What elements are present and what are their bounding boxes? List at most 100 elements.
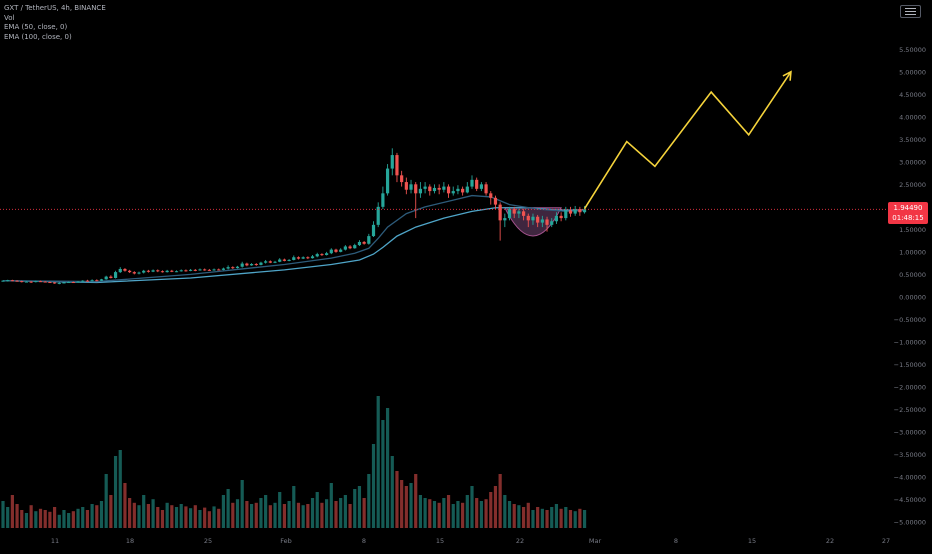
candle-body — [165, 270, 169, 273]
volume-bar — [113, 456, 118, 528]
candle-body — [507, 209, 512, 219]
candle-body — [273, 261, 277, 263]
volume-bar — [249, 504, 254, 528]
volume-bar — [353, 489, 357, 528]
ema100-line — [2, 207, 585, 284]
volume-bar — [315, 492, 319, 528]
candle-body — [1, 280, 5, 282]
volume-bar — [296, 502, 301, 528]
volume-bar — [29, 505, 33, 528]
candle-body — [34, 281, 38, 283]
candle-body — [376, 206, 380, 225]
candle-body — [212, 269, 216, 271]
volume-bar — [278, 492, 282, 528]
volume-bar — [137, 505, 141, 528]
volume-bar — [461, 502, 465, 528]
candle-body — [76, 281, 80, 283]
volume-bar — [235, 499, 240, 528]
candle-body — [432, 187, 437, 192]
candle-body — [489, 193, 493, 198]
volume-bar — [142, 495, 146, 528]
volume-bar — [334, 501, 338, 528]
time-axis[interactable]: 11 18 25 Feb 8 15 22 Mar 8 15 22 27 — [51, 537, 890, 545]
candle-body — [442, 186, 446, 190]
candle-body — [339, 249, 343, 252]
volume-bar — [62, 510, 66, 528]
volume-bar — [217, 508, 221, 528]
candle-body — [385, 168, 390, 194]
volume-indicator-label[interactable]: Vol — [4, 13, 15, 22]
candle-body — [475, 179, 479, 189]
candle-body — [540, 219, 544, 223]
volume-bar — [446, 495, 451, 528]
candle-body — [517, 211, 521, 214]
volume-bar — [226, 489, 230, 528]
volume-bar — [287, 501, 291, 528]
volume-bar — [184, 506, 188, 528]
time-tick-label: 18 — [126, 537, 134, 545]
candle-body — [203, 269, 207, 271]
candle-body — [446, 186, 451, 194]
candle-body — [296, 257, 301, 259]
candle-body — [371, 224, 376, 237]
volume-bar — [428, 499, 432, 528]
candle-body — [521, 211, 526, 216]
candle-body — [245, 263, 249, 266]
volume-bar — [568, 510, 573, 528]
candle-body — [109, 276, 113, 278]
volume-bar — [343, 495, 347, 528]
candle-body — [240, 263, 244, 267]
candle-body — [301, 257, 305, 259]
candle-body — [545, 219, 549, 225]
volume-bar — [179, 504, 183, 528]
volume-bar — [437, 502, 441, 528]
volume-bar — [310, 498, 315, 528]
candle-body — [357, 241, 362, 246]
price-tick-label: 0.50000 — [899, 271, 926, 279]
candle-body — [160, 271, 165, 273]
time-tick-label: 8 — [674, 537, 678, 545]
current-price-value: 1.94490 — [893, 204, 923, 212]
price-axis[interactable]: 5.50000 5.00000 4.50000 4.00000 3.50000 3.000… — [894, 46, 926, 527]
volume-bar — [489, 492, 493, 528]
candle-body — [137, 272, 141, 274]
candle-body — [306, 257, 310, 259]
projection-arrowhead — [782, 70, 792, 81]
volume-bar — [442, 498, 446, 528]
volume-bar — [118, 450, 122, 528]
candle-body — [395, 155, 399, 176]
time-tick-label: Feb — [280, 537, 292, 545]
candle-body — [325, 253, 329, 256]
ema50-indicator-label[interactable]: EMA (50, close, 0) — [4, 23, 68, 31]
volume-bar — [15, 504, 19, 528]
candle-body — [461, 188, 465, 193]
candle-body — [282, 259, 286, 261]
volume-bar — [1, 501, 5, 528]
candle-body — [315, 254, 319, 257]
volume-bar — [156, 507, 160, 528]
candle-body — [498, 204, 502, 221]
menu-button[interactable] — [900, 5, 921, 18]
candle-body — [550, 221, 554, 225]
ema50-line — [2, 194, 585, 283]
volume-bar — [362, 498, 366, 528]
volume-bar — [212, 506, 216, 528]
volume-bar — [564, 507, 568, 528]
ema100-indicator-label[interactable]: EMA (100, close, 0) — [4, 32, 72, 41]
price-tick-label: 2.50000 — [899, 181, 926, 189]
candle-body — [292, 257, 296, 260]
volume-bar — [390, 456, 394, 528]
volume-bar — [451, 504, 455, 528]
price-tick-label: 3.00000 — [899, 158, 926, 166]
candle-body — [400, 175, 404, 183]
volume-bar — [348, 504, 352, 528]
candle-body — [536, 216, 540, 223]
volume-bar — [578, 508, 582, 528]
volume-bar — [554, 504, 559, 528]
candle-body — [367, 236, 371, 244]
volume-bar — [493, 486, 498, 528]
volume-bar — [414, 474, 418, 528]
symbol-title[interactable]: GXT / TetherUS, 4h, BINANCE — [4, 4, 106, 12]
